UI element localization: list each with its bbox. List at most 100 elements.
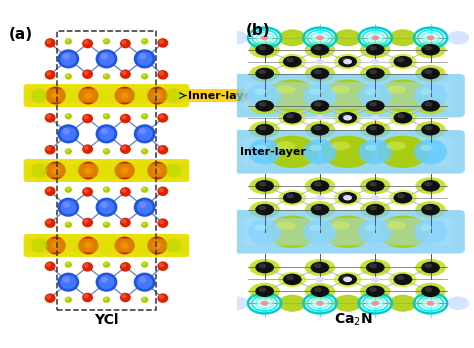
Ellipse shape [331,141,351,150]
Circle shape [159,114,164,119]
Ellipse shape [360,283,391,300]
Circle shape [369,46,377,50]
Ellipse shape [415,65,446,82]
Circle shape [49,240,62,251]
Circle shape [427,35,434,40]
Ellipse shape [360,121,391,138]
Circle shape [141,148,148,155]
Ellipse shape [248,139,281,165]
Circle shape [447,31,469,45]
Circle shape [100,276,108,283]
Circle shape [46,39,51,44]
Circle shape [255,180,274,192]
Circle shape [60,200,76,214]
Circle shape [120,187,131,197]
Circle shape [137,275,153,289]
Circle shape [120,144,131,154]
Circle shape [57,198,79,217]
Circle shape [115,161,135,180]
Circle shape [369,70,377,74]
Circle shape [83,71,89,75]
Text: Inner-layer: Inner-layer [188,90,257,101]
Circle shape [104,262,108,265]
Circle shape [115,237,135,254]
Circle shape [45,293,55,303]
Circle shape [99,52,115,66]
Circle shape [283,192,301,204]
Circle shape [226,31,248,45]
Circle shape [139,276,146,283]
Circle shape [159,146,164,151]
Circle shape [46,71,51,76]
Circle shape [157,38,168,48]
Ellipse shape [360,259,391,276]
Ellipse shape [415,201,446,218]
Circle shape [103,261,110,268]
FancyBboxPatch shape [244,138,452,165]
Circle shape [314,206,321,210]
Circle shape [314,70,321,74]
Circle shape [314,102,321,106]
Circle shape [259,102,266,106]
Circle shape [64,187,72,193]
Ellipse shape [279,110,306,125]
Circle shape [366,100,385,112]
Circle shape [369,263,377,268]
Circle shape [372,301,379,306]
Ellipse shape [305,201,335,218]
Circle shape [83,40,89,45]
Circle shape [286,193,294,198]
Ellipse shape [321,216,374,248]
Circle shape [425,263,432,268]
Ellipse shape [248,83,281,109]
FancyBboxPatch shape [25,164,188,177]
Ellipse shape [359,83,392,109]
Text: (a): (a) [9,27,33,42]
Circle shape [83,219,89,223]
Circle shape [52,242,59,249]
Circle shape [142,114,146,117]
Circle shape [82,69,93,79]
Ellipse shape [389,295,417,312]
Circle shape [52,92,59,99]
Ellipse shape [389,272,417,287]
Circle shape [425,287,432,292]
Ellipse shape [249,177,280,194]
Circle shape [421,100,440,112]
Circle shape [338,56,357,68]
Circle shape [316,195,324,200]
Circle shape [121,40,127,45]
Circle shape [85,92,92,99]
Circle shape [104,187,108,190]
Circle shape [372,35,379,40]
Circle shape [141,113,148,119]
FancyBboxPatch shape [230,210,465,254]
Ellipse shape [266,79,319,112]
Ellipse shape [359,219,392,245]
Ellipse shape [249,259,280,276]
Circle shape [60,52,76,66]
Circle shape [118,240,131,251]
Circle shape [45,187,55,196]
Ellipse shape [305,41,335,58]
Circle shape [57,124,79,143]
Circle shape [341,114,349,118]
Ellipse shape [334,190,361,205]
Circle shape [100,53,108,60]
Circle shape [104,297,108,300]
Circle shape [141,222,148,228]
Circle shape [421,180,440,192]
Ellipse shape [420,145,432,151]
Circle shape [46,263,51,267]
Circle shape [31,164,47,177]
Circle shape [103,73,110,80]
Ellipse shape [334,272,361,287]
Circle shape [83,115,89,119]
Ellipse shape [414,139,447,165]
Circle shape [425,182,432,187]
Circle shape [66,149,69,152]
Circle shape [147,161,167,180]
Circle shape [157,187,168,196]
Circle shape [46,146,51,151]
Circle shape [60,127,76,141]
